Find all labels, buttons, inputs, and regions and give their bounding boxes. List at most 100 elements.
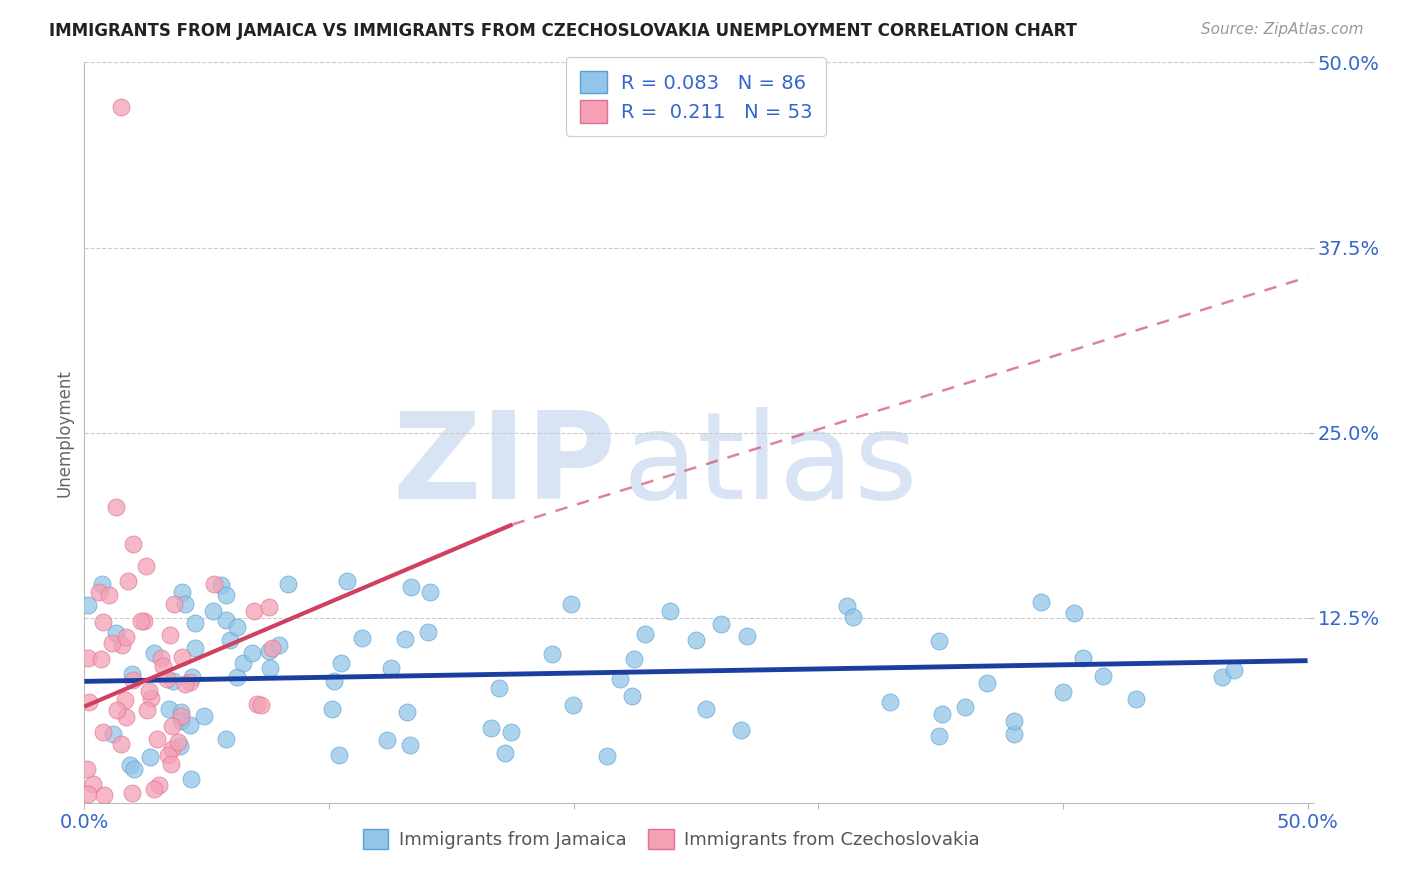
Point (179, 674, 201, 689)
Point (105, 500, 128, 514)
Point (105, 626, 128, 640)
Point (160, 756, 183, 771)
Point (101, 636, 124, 650)
Point (179, 718, 201, 732)
Point (695, 702, 717, 716)
Point (77, 650, 100, 665)
Point (143, 646, 166, 660)
Point (89, 584, 111, 599)
Point (259, 661, 281, 675)
Point (710, 617, 733, 632)
Point (494, 747, 516, 761)
Point (215, 732, 238, 747)
Point (931, 707, 953, 722)
Point (159, 628, 181, 642)
Point (226, 620, 249, 634)
Point (250, 698, 273, 712)
Point (170, 705, 193, 719)
Point (842, 610, 865, 624)
Point (499, 724, 522, 739)
Point (596, 748, 619, 763)
Text: Source: ZipAtlas.com: Source: ZipAtlas.com (1201, 22, 1364, 37)
Point (110, 737, 132, 751)
Point (76, 762, 98, 776)
Point (122, 763, 145, 777)
Point (219, 632, 242, 647)
Point (139, 750, 162, 764)
Point (418, 625, 440, 640)
Point (277, 577, 299, 591)
Point (193, 709, 215, 723)
Point (209, 578, 232, 592)
Point (174, 677, 197, 691)
Point (1029, 595, 1052, 609)
Point (150, 651, 173, 665)
Point (1071, 650, 1094, 665)
Point (77, 695, 100, 709)
Point (91, 577, 114, 591)
Point (103, 727, 125, 741)
Point (117, 574, 139, 588)
Point (1002, 727, 1025, 741)
Point (180, 772, 202, 786)
Point (398, 738, 420, 752)
Point (540, 648, 562, 662)
Point (1052, 685, 1074, 699)
Point (634, 627, 657, 641)
Point (621, 690, 644, 704)
Point (157, 702, 180, 716)
Point (173, 597, 195, 611)
Point (170, 714, 193, 728)
Legend: Immigrants from Jamaica, Immigrants from Czechoslovakia: Immigrants from Jamaica, Immigrants from… (356, 822, 987, 856)
Point (170, 650, 193, 665)
Point (184, 641, 207, 656)
Point (928, 634, 950, 648)
Point (201, 603, 224, 617)
Point (336, 574, 359, 588)
Point (735, 629, 758, 643)
Point (114, 630, 136, 644)
Point (243, 604, 266, 618)
Point (121, 787, 143, 801)
Point (129, 614, 152, 628)
Point (394, 632, 416, 646)
Point (323, 674, 346, 689)
Point (928, 729, 950, 743)
Point (488, 681, 510, 695)
Point (609, 672, 631, 686)
Point (160, 742, 183, 756)
Point (157, 747, 180, 762)
Point (953, 699, 976, 714)
Point (232, 657, 254, 671)
Point (976, 675, 998, 690)
Point (138, 683, 160, 698)
Point (215, 588, 238, 602)
Point (122, 536, 145, 550)
Point (90, 651, 112, 665)
Point (352, 631, 374, 645)
Point (396, 705, 419, 719)
Point (105, 703, 128, 717)
Point (163, 598, 186, 612)
Point (170, 585, 193, 599)
Point (121, 673, 143, 688)
Point (623, 651, 645, 665)
Point (246, 698, 269, 712)
Point (560, 597, 582, 611)
Point (118, 758, 141, 772)
Point (76, 787, 98, 801)
Point (377, 733, 399, 747)
Point (419, 584, 441, 599)
Point (380, 661, 402, 675)
Point (730, 723, 752, 738)
Point (91, 615, 114, 630)
Point (835, 599, 858, 613)
Point (214, 613, 236, 627)
Point (202, 577, 225, 591)
Point (121, 666, 143, 681)
Point (139, 691, 162, 706)
Point (1002, 714, 1025, 729)
Point (1125, 692, 1147, 706)
Point (262, 640, 284, 655)
Point (1211, 670, 1233, 684)
